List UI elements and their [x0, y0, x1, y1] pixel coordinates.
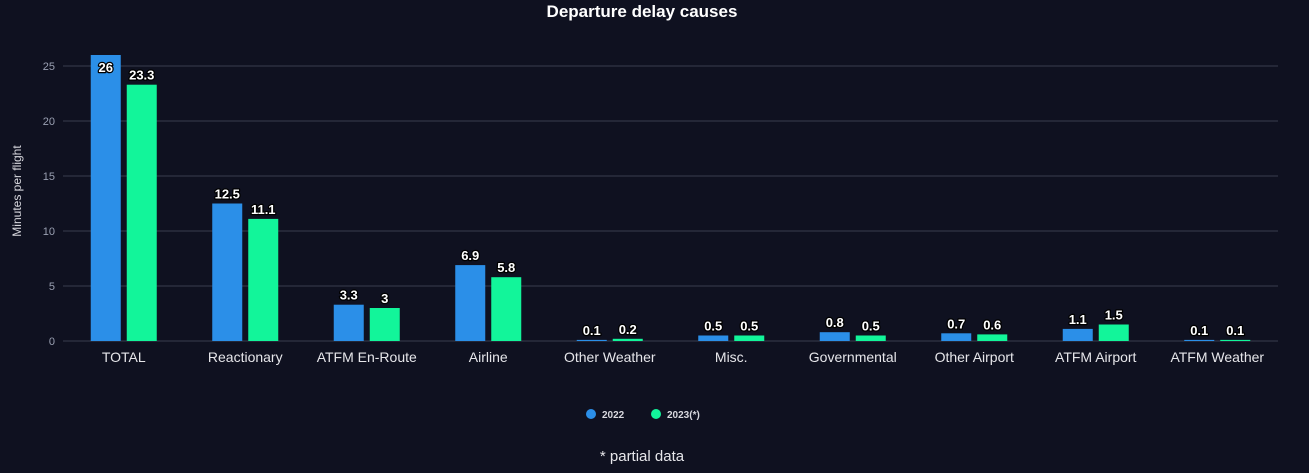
data-label: 0.1 [1226, 323, 1244, 338]
y-axis-label: Minutes per flight [10, 145, 24, 237]
data-label: 23.3 [129, 68, 154, 83]
bar[interactable] [819, 332, 850, 341]
data-label: 1.1 [1069, 312, 1087, 327]
data-label: 0.8 [826, 315, 844, 330]
category-label: Governmental [809, 349, 897, 365]
bar[interactable] [455, 265, 486, 341]
category-label: ATFM Weather [1170, 349, 1264, 365]
data-label: 3.3 [340, 288, 358, 303]
bar[interactable] [612, 338, 643, 341]
legend-marker [651, 409, 661, 419]
bar[interactable] [855, 335, 886, 342]
category-label: Other Airport [935, 349, 1014, 365]
data-label: 0.2 [619, 322, 637, 337]
bars: 26 23.3 12.5 11.1 3.3 3 6.9 5.8 0.1 0.2 0.5 0.5 0.8 0… [90, 55, 1251, 342]
bar[interactable] [491, 277, 522, 341]
data-label: 0.5 [862, 319, 880, 334]
data-label: 0.5 [704, 319, 722, 334]
bar[interactable] [1220, 339, 1251, 341]
data-label: 1.5 [1105, 308, 1123, 323]
grid-lines [63, 65, 1278, 342]
y-tick-label: 0 [49, 336, 55, 348]
bar[interactable] [90, 55, 121, 341]
bar[interactable] [1098, 324, 1129, 342]
bar[interactable] [1184, 339, 1215, 341]
legend[interactable]: 2022 2023(*) [586, 409, 700, 421]
category-label: ATFM En-Route [317, 349, 417, 365]
data-label: 0.1 [583, 323, 601, 338]
data-label: 0.6 [983, 317, 1001, 332]
category-label: Misc. [715, 349, 748, 365]
bar[interactable] [734, 335, 765, 342]
y-axis-ticks: 0 5 10 15 20 25 [43, 61, 55, 348]
data-label: 26 [99, 60, 113, 75]
legend-item[interactable]: 2022 [602, 410, 625, 421]
bar[interactable] [1062, 328, 1093, 341]
y-tick-label: 15 [43, 171, 55, 183]
bar[interactable] [126, 84, 157, 341]
bar[interactable] [698, 335, 729, 342]
category-labels: TOTAL Reactionary ATFM En-Route Airline Othe… [102, 349, 1265, 365]
data-label: 12.5 [215, 187, 240, 202]
category-label: Other Weather [564, 349, 656, 365]
legend-marker [586, 409, 596, 419]
legend-item[interactable]: 2023(*) [667, 410, 700, 421]
data-label: 3 [381, 291, 388, 306]
category-label: ATFM Airport [1055, 349, 1137, 365]
data-label: 0.5 [740, 319, 758, 334]
bar[interactable] [576, 339, 607, 341]
category-label: TOTAL [102, 349, 146, 365]
data-label: 6.9 [461, 248, 479, 263]
footnote: * partial data [599, 448, 685, 465]
bar[interactable] [248, 218, 279, 341]
data-label: 11.1 [251, 202, 276, 217]
bar[interactable] [977, 334, 1008, 341]
y-tick-label: 10 [43, 226, 55, 238]
bar[interactable] [333, 304, 364, 341]
category-label: Reactionary [208, 349, 283, 365]
data-label: 5.8 [497, 260, 515, 275]
bar[interactable] [369, 308, 400, 341]
category-label: Airline [469, 349, 508, 365]
bar[interactable] [941, 333, 972, 341]
y-tick-label: 20 [43, 116, 55, 128]
y-tick-label: 5 [49, 281, 55, 293]
data-label: 0.1 [1190, 323, 1208, 338]
chart-title: Departure delay causes [546, 2, 738, 21]
data-label: 0.7 [947, 316, 965, 331]
y-tick-label: 25 [43, 61, 55, 73]
bar[interactable] [212, 203, 243, 342]
